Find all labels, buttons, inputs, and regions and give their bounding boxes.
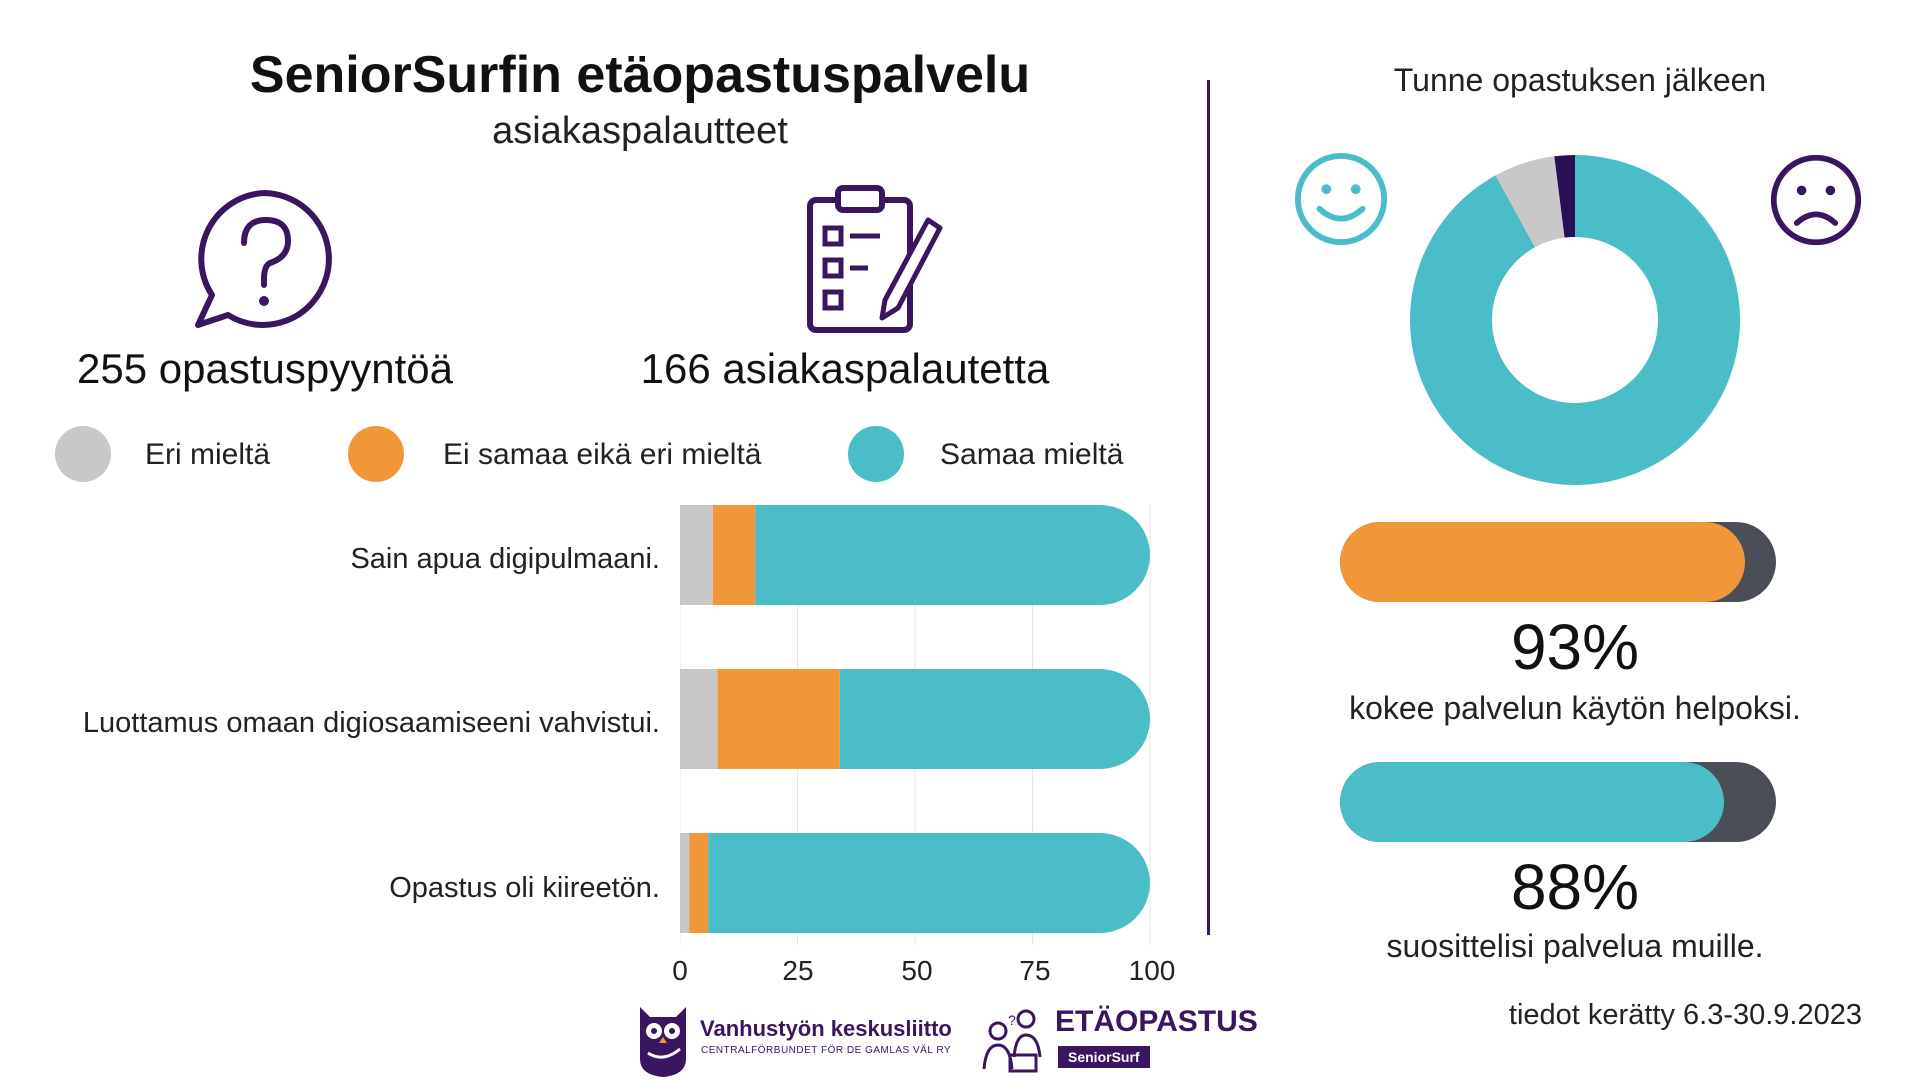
question-bubble-icon	[195, 190, 332, 328]
clipboard-checklist-icon	[807, 185, 943, 333]
bar-segment-0-1	[712, 505, 756, 605]
owl-logo-icon	[640, 1007, 686, 1077]
bar-segment-1-2	[839, 669, 1150, 769]
donut-title: Tunne opastuksen jälkeen	[1393, 62, 1767, 98]
ease-progress-fill	[1340, 522, 1746, 602]
legend-dot-agree	[848, 426, 904, 482]
x-tick-100: 100	[1128, 955, 1176, 986]
svg-text:?: ?	[1008, 1012, 1016, 1028]
bar-segment-1-0	[680, 669, 718, 769]
bar-group-1	[680, 669, 1150, 769]
x-tick-25: 25	[782, 955, 814, 986]
bar-segment-2-1	[689, 833, 709, 933]
bar-segment-2-2	[708, 833, 1150, 933]
stacked-bar-chart	[680, 505, 1151, 945]
x-tick-0: 0	[672, 955, 688, 986]
bar-segment-2-0	[680, 833, 690, 933]
recommend-progress-track	[1340, 762, 1776, 842]
legend-dot-disagree	[55, 426, 111, 482]
ease-progress-track	[1340, 522, 1776, 602]
legend-label-neutral: Ei samaa eikä eri mieltä	[443, 438, 762, 471]
logo2-name: ETÄOPASTUS	[1055, 1005, 1258, 1038]
donut-slice-positive	[1410, 155, 1740, 486]
logo1-sub: CENTRALFÖRBUNDET FÖR DE GAMLAS VÄL RY	[701, 1045, 952, 1056]
smiley-icon	[1294, 152, 1388, 246]
x-tick-50: 50	[901, 955, 933, 986]
recommend-progress-fill	[1340, 762, 1724, 842]
donut-slice-neutral	[1495, 156, 1565, 248]
ease-caption: kokee palvelun käytön helpoksi.	[1349, 690, 1801, 726]
logo1-name: Vanhustyön keskusliitto	[700, 1016, 952, 1041]
recommend-percent: 88%	[1510, 851, 1640, 923]
bar-segment-0-2	[755, 505, 1150, 605]
sad-face-icon	[1770, 154, 1862, 246]
page-subtitle: asiakaspalautteet	[492, 110, 788, 152]
bar-group-2	[680, 833, 1150, 933]
x-tick-75: 75	[1019, 955, 1051, 986]
bar-segment-1-1	[717, 669, 840, 769]
etaopastus-people-icon: ?	[982, 1009, 1042, 1073]
category-label-unhurried: Opastus oli kiireetön.	[389, 872, 660, 904]
legend-label-agree: Samaa mieltä	[940, 438, 1124, 471]
feeling-donut-chart	[1410, 155, 1740, 486]
category-label-confidence: Luottamus omaan digiosaamiseeni vahvistu…	[82, 707, 660, 739]
bar-group-0	[680, 505, 1150, 605]
logo2-badge: SeniorSurf	[1058, 1046, 1150, 1068]
ease-percent: 93%	[1510, 611, 1640, 683]
section-divider	[1207, 80, 1210, 935]
recommend-caption: suosittelisi palvelua muille.	[1386, 928, 1764, 964]
data-collection-date: tiedot kerätty 6.3-30.9.2023	[1508, 999, 1862, 1031]
donut-slice-negative	[1554, 155, 1575, 238]
requests-count: 255 opastuspyyntöä	[77, 345, 453, 392]
category-label-help: Sain apua digipulmaani.	[350, 543, 660, 575]
legend-label-disagree: Eri mieltä	[145, 438, 271, 471]
feedback-count: 166 asiakaspalautetta	[640, 345, 1050, 392]
page-title: SeniorSurfin etäopastuspalvelu	[249, 46, 1031, 104]
bar-segment-0-0	[680, 505, 713, 605]
legend-dot-neutral	[348, 426, 404, 482]
